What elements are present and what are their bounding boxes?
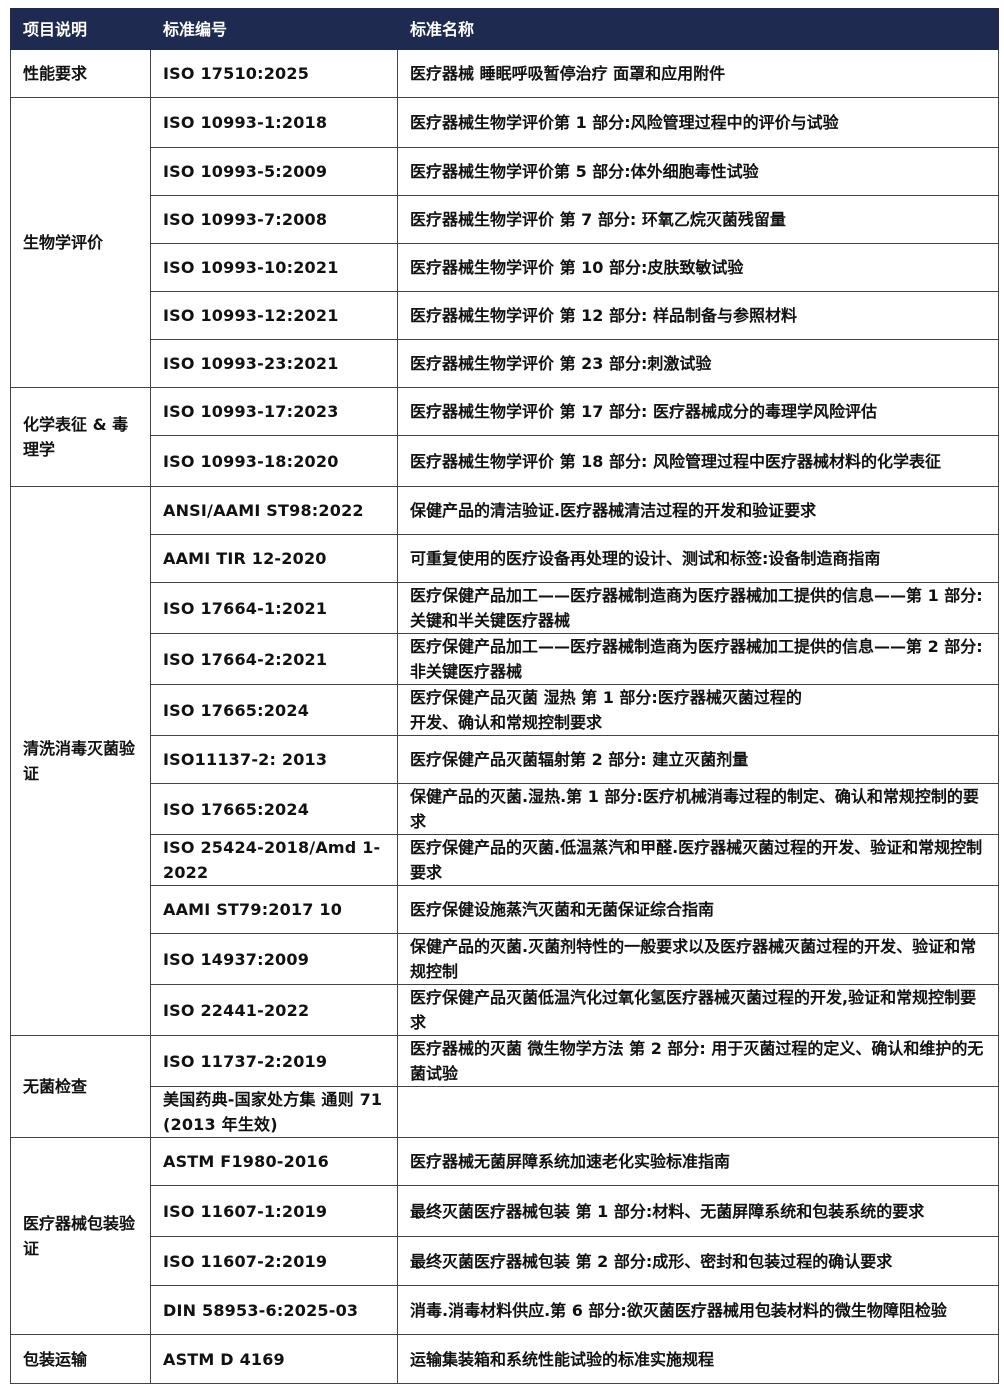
standard-name-cell: 最终灭菌医疗器械包装 第 1 部分:材料、无菌屏障系统和包装系统的要求	[397, 1185, 999, 1237]
table-row: ISO 10993-18:2020 医疗器械生物学评价 第 18 部分: 风险管理…	[11, 435, 999, 487]
header-item-description: 项目说明	[10, 8, 151, 50]
standard-number-cell: ISO 10993-1:2018	[150, 97, 398, 148]
standard-number-cell: ISO 25424-2018/Amd 1-2022	[150, 834, 398, 886]
standard-number-cell: ISO 22441-2022	[150, 984, 398, 1036]
standard-name-cell: 医疗器械生物学评价 第 23 部分:刺激试验	[397, 339, 999, 388]
table-row: AAMI ST79:2017 10 医疗保健设施蒸汽灭菌和无菌保证综合指南	[11, 885, 999, 934]
table-body: 性能要求 ISO 17510:2025 医疗器械 睡眠呼吸暂停治疗 面罩和应用附件生…	[10, 49, 999, 1384]
table-row: ISO 10993-5:2009 医疗器械生物学评价第 5 部分:体外细胞毒性试验	[11, 147, 999, 196]
standard-name-cell: 医疗器械生物学评价 第 12 部分: 样品制备与参照材料	[397, 291, 999, 340]
table-row: ISO 10993-7:2008 医疗器械生物学评价 第 7 部分: 环氧乙烷灭菌…	[11, 195, 999, 244]
standard-name-cell: 可重复使用的医疗设备再处理的设计、测试和标签:设备制造商指南	[397, 534, 999, 583]
standard-name-cell: 消毒.消毒材料供应.第 6 部分:欲灭菌医疗器械用包装材料的微生物障阻检验	[397, 1285, 999, 1335]
table-row: 清洗消毒灭菌验证 ANSI/AAMI ST98:2022 保健产品的清洁验证.医疗器…	[10, 486, 999, 1036]
category-cell: 生物学评价	[10, 97, 151, 388]
standard-name-cell: 运输集装箱和系统性能试验的标准实施规程	[397, 1334, 999, 1384]
table-row: ISO 11607-1:2019 最终灭菌医疗器械包装 第 1 部分:材料、无菌屏…	[11, 1185, 999, 1237]
category-cell: 医疗器械包装验证	[10, 1137, 151, 1335]
standard-number-cell: ISO 17664-1:2021	[150, 582, 398, 634]
standard-number-cell: DIN 58953-6:2025-03	[150, 1285, 398, 1335]
standard-number-cell: ISO 11607-1:2019	[150, 1185, 398, 1237]
standard-number-cell: ISO 11607-2:2019	[150, 1236, 398, 1286]
standard-number-cell: 美国药典-国家处方集 通则 71(2013 年生效)	[150, 1086, 398, 1138]
standard-number-cell: ISO 17665:2024	[150, 783, 398, 835]
standard-number-cell: AAMI ST79:2017 10	[150, 885, 398, 934]
standards-table: 项目说明 标准编号 标准名称 性能要求 ISO 17510:2025 医疗器械 睡眠…	[10, 8, 999, 1384]
standard-name-cell: 保健产品的灭菌.灭菌剂特性的一般要求以及医疗器械灭菌过程的开发、验证和常规控制	[397, 933, 999, 985]
standard-number-cell: AAMI TIR 12-2020	[150, 534, 398, 583]
standard-number-cell: ISO 10993-7:2008	[150, 195, 398, 244]
standard-name-cell: 医疗器械生物学评价 第 18 部分: 风险管理过程中医疗器械材料的化学表征	[397, 435, 999, 487]
standard-number-cell: ASTM D 4169	[150, 1334, 398, 1384]
standard-number-cell: ISO 10993-17:2023	[150, 387, 398, 436]
standard-name-cell: 医疗保健设施蒸汽灭菌和无菌保证综合指南	[397, 885, 999, 934]
standard-number-cell: ISO 10993-5:2009	[150, 147, 398, 196]
standard-name-cell: 医疗器械无菌屏障系统加速老化实验标准指南	[397, 1137, 999, 1186]
table-row: 生物学评价 ISO 10993-1:2018 医疗器械生物学评价第 1 部分:风险管…	[10, 97, 999, 388]
standard-name-cell	[397, 1086, 999, 1138]
table-row: 美国药典-国家处方集 通则 71(2013 年生效)	[11, 1086, 999, 1138]
table-row: ISO 17665:2024 保健产品的灭菌.湿热.第 1 部分:医疗机械消毒过程…	[11, 783, 999, 835]
standard-name-cell: 医疗保健产品灭菌辐射第 2 部分: 建立灭菌剂量	[397, 735, 999, 784]
standard-name-cell: 最终灭菌医疗器械包装 第 2 部分:成形、密封和包装过程的确认要求	[397, 1236, 999, 1286]
table-row: ISO 10993-12:2021 医疗器械生物学评价 第 12 部分: 样品制备…	[11, 291, 999, 340]
standard-name-cell: 医疗器械 睡眠呼吸暂停治疗 面罩和应用附件	[397, 49, 999, 98]
table-row: ISO 22441-2022 医疗保健产品灭菌低温汽化过氧化氢医疗器械灭菌过程的开…	[11, 984, 999, 1036]
table-row: ISO 10993-23:2021 医疗器械生物学评价 第 23 部分:刺激试验	[11, 339, 999, 388]
table-row: ISO 17664-1:2021 医疗保健产品加工——医疗器械制造商为医疗器械加工…	[11, 582, 999, 634]
table-row: 化学表征 & 毒理学 ISO 10993-17:2023 医疗器械生物学评价 第 1…	[10, 387, 999, 487]
table-row: ISO 17664-2:2021 医疗保健产品加工——医疗器械制造商为医疗器械加工…	[11, 633, 999, 685]
standard-name-cell: 医疗保健产品的灭菌.低温蒸汽和甲醛.医疗器械灭菌过程的开发、验证和常规控制要求	[397, 834, 999, 886]
category-cell: 性能要求	[10, 49, 151, 98]
table-row: 医疗器械包装验证 ASTM F1980-2016 医疗器械无菌屏障系统加速老化实验标…	[10, 1137, 999, 1335]
standard-number-cell: ISO 14937:2009	[150, 933, 398, 985]
standard-name-cell: 医疗器械生物学评价第 5 部分:体外细胞毒性试验	[397, 147, 999, 196]
header-standard-name: 标准名称	[397, 8, 999, 50]
standard-name-cell: 医疗器械生物学评价第 1 部分:风险管理过程中的评价与试验	[397, 97, 999, 148]
standard-name-cell: 医疗器械生物学评价 第 10 部分:皮肤致敏试验	[397, 243, 999, 292]
standard-number-cell: ISO 17510:2025	[150, 49, 398, 98]
standard-name-cell: 医疗保健产品加工——医疗器械制造商为医疗器械加工提供的信息——第 2 部分: 非…	[397, 633, 999, 685]
standard-number-cell: ISO 11737-2:2019	[150, 1035, 398, 1087]
table-row: ISO 14937:2009 保健产品的灭菌.灭菌剂特性的一般要求以及医疗器械灭菌…	[11, 933, 999, 985]
standard-name-cell: 保健产品的清洁验证.医疗器械清洁过程的开发和验证要求	[397, 486, 999, 535]
standard-name-cell: 医疗保健产品灭菌 湿热 第 1 部分:医疗器械灭菌过程的 开发、确认和常规控制要…	[397, 684, 999, 736]
standard-number-cell: ASTM F1980-2016	[150, 1137, 398, 1186]
standard-number-cell: ISO 17664-2:2021	[150, 633, 398, 685]
category-cell: 无菌检查	[10, 1035, 151, 1138]
table-row: ISO 11607-2:2019 最终灭菌医疗器械包装 第 2 部分:成形、密封和…	[11, 1236, 999, 1286]
category-cell: 化学表征 & 毒理学	[10, 387, 151, 487]
table-row: ISO 17665:2024 医疗保健产品灭菌 湿热 第 1 部分:医疗器械灭菌过…	[11, 684, 999, 736]
table-row: ISO11137-2: 2013 医疗保健产品灭菌辐射第 2 部分: 建立灭菌剂量	[11, 735, 999, 784]
header-standard-number: 标准编号	[150, 8, 398, 50]
table-header-row: 项目说明 标准编号 标准名称	[10, 8, 999, 50]
table-row: ISO 25424-2018/Amd 1-2022 医疗保健产品的灭菌.低温蒸汽和…	[11, 834, 999, 886]
table-row: DIN 58953-6:2025-03 消毒.消毒材料供应.第 6 部分:欲灭菌医…	[11, 1285, 999, 1335]
standard-number-cell: ISO 17665:2024	[150, 684, 398, 736]
table-row: 包装运输 ASTM D 4169 运输集装箱和系统性能试验的标准实施规程	[10, 1334, 999, 1384]
standard-number-cell: ISO 10993-10:2021	[150, 243, 398, 292]
standard-number-cell: ANSI/AAMI ST98:2022	[150, 486, 398, 535]
standard-name-cell: 医疗器械生物学评价 第 7 部分: 环氧乙烷灭菌残留量	[397, 195, 999, 244]
standard-number-cell: ISO 10993-23:2021	[150, 339, 398, 388]
standard-name-cell: 保健产品的灭菌.湿热.第 1 部分:医疗机械消毒过程的制定、确认和常规控制的要求	[397, 783, 999, 835]
table-row: 无菌检查 ISO 11737-2:2019 医疗器械的灭菌 微生物学方法 第 2 部…	[10, 1035, 999, 1138]
table-row: ISO 10993-10:2021 医疗器械生物学评价 第 10 部分:皮肤致敏试…	[11, 243, 999, 292]
standard-number-cell: ISO11137-2: 2013	[150, 735, 398, 784]
standard-name-cell: 医疗保健产品灭菌低温汽化过氧化氢医疗器械灭菌过程的开发,验证和常规控制要求	[397, 984, 999, 1036]
category-cell: 清洗消毒灭菌验证	[10, 486, 151, 1036]
standard-number-cell: ISO 10993-18:2020	[150, 435, 398, 487]
standard-name-cell: 医疗器械生物学评价 第 17 部分: 医疗器械成分的毒理学风险评估	[397, 387, 999, 436]
standard-number-cell: ISO 10993-12:2021	[150, 291, 398, 340]
table-row: 性能要求 ISO 17510:2025 医疗器械 睡眠呼吸暂停治疗 面罩和应用附件	[10, 49, 999, 98]
table-row: AAMI TIR 12-2020 可重复使用的医疗设备再处理的设计、测试和标签:设…	[11, 534, 999, 583]
standard-name-cell: 医疗保健产品加工——医疗器械制造商为医疗器械加工提供的信息——第 1 部分: 关…	[397, 582, 999, 634]
standard-name-cell: 医疗器械的灭菌 微生物学方法 第 2 部分: 用于灭菌过程的定义、确认和维护的无…	[397, 1035, 999, 1087]
category-cell: 包装运输	[10, 1334, 151, 1384]
